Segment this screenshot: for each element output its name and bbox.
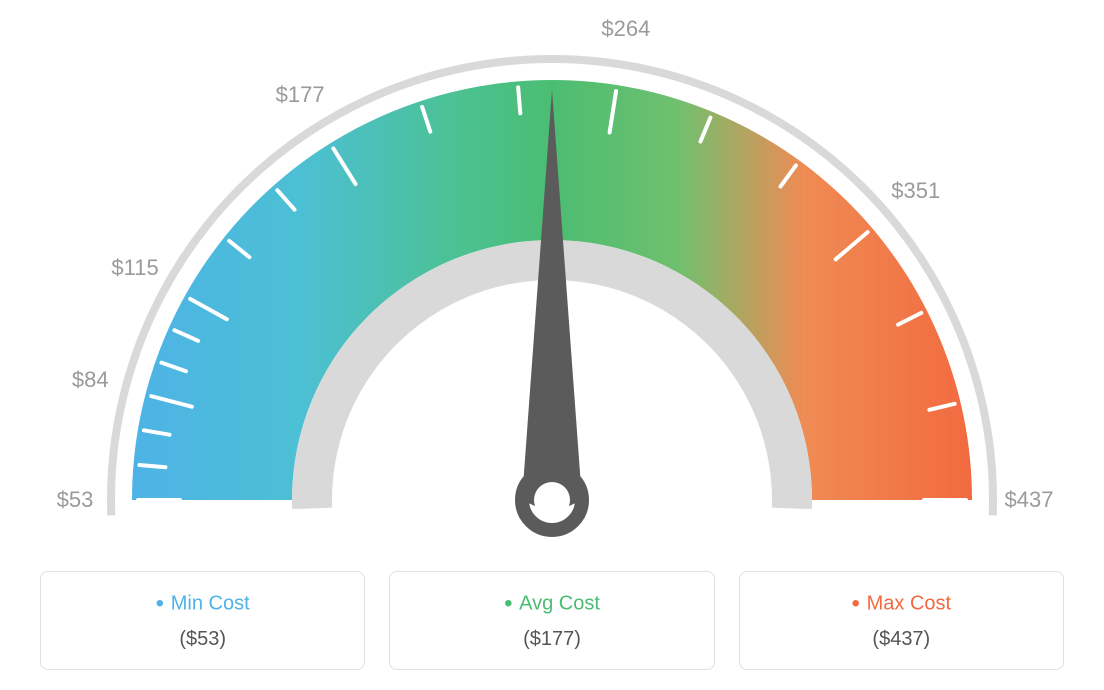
gauge-tick-label: $177: [276, 82, 325, 108]
legend-avg-label: Avg Cost: [402, 590, 701, 618]
gauge-tick-label: $53: [57, 487, 94, 513]
gauge-tick-label: $115: [111, 255, 158, 281]
legend-avg-value: ($177): [402, 628, 701, 651]
legend-min-label: Min Cost: [53, 590, 352, 618]
gauge-tick-label: $264: [601, 16, 650, 42]
legend-card-max: Max Cost ($437): [739, 571, 1064, 670]
legend-card-min: Min Cost ($53): [40, 571, 365, 670]
gauge-tick-label: $437: [1005, 487, 1054, 513]
cost-gauge-chart: $53 $84 $115 $177 $264 $351 $437 Min Cost ($53…: [0, 0, 1104, 690]
gauge-svg: [0, 0, 1104, 560]
legend-max-label: Max Cost: [752, 590, 1051, 618]
legend-card-avg: Avg Cost ($177): [389, 571, 714, 670]
legend-min-value: ($53): [53, 628, 352, 651]
legend-row: Min Cost ($53) Avg Cost ($177) Max Cost …: [40, 571, 1064, 670]
gauge-tick-label: $84: [72, 367, 109, 393]
legend-max-value: ($437): [752, 628, 1051, 651]
gauge-area: $53 $84 $115 $177 $264 $351 $437: [0, 0, 1104, 560]
gauge-tick-label: $351: [891, 178, 940, 204]
